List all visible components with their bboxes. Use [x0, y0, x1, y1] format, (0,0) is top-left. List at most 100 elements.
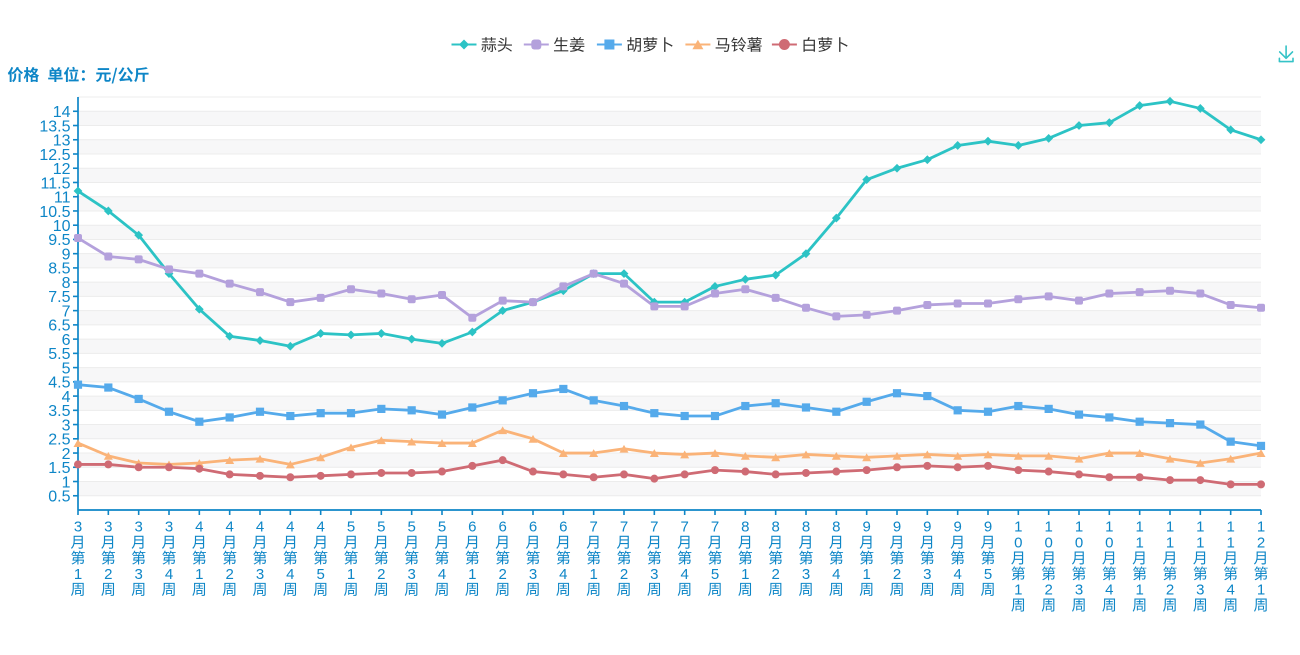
svg-text:1: 1: [347, 566, 355, 583]
svg-text:8: 8: [771, 519, 779, 536]
svg-text:1: 1: [1196, 534, 1204, 551]
svg-text:9: 9: [862, 519, 870, 536]
svg-text:5: 5: [377, 519, 385, 536]
svg-text:5: 5: [438, 519, 446, 536]
svg-text:5: 5: [711, 566, 719, 583]
svg-text:11: 11: [54, 190, 71, 207]
svg-text:11.5: 11.5: [41, 175, 71, 192]
svg-text:2: 2: [62, 446, 71, 463]
svg-text:1: 1: [1014, 582, 1022, 599]
svg-text:4: 4: [286, 519, 294, 536]
svg-text:1: 1: [1257, 519, 1265, 536]
svg-text:4: 4: [1226, 582, 1234, 599]
svg-text:6: 6: [559, 519, 567, 536]
svg-text:4: 4: [1105, 582, 1113, 599]
svg-text:0: 0: [1044, 534, 1052, 551]
svg-text:0.5: 0.5: [48, 489, 70, 506]
svg-text:1: 1: [1044, 519, 1052, 536]
svg-text:2: 2: [104, 566, 112, 583]
svg-text:3: 3: [650, 566, 658, 583]
svg-text:4: 4: [286, 566, 294, 583]
svg-text:7: 7: [680, 519, 688, 536]
svg-text:8.5: 8.5: [48, 261, 70, 278]
svg-text:1: 1: [1135, 534, 1143, 551]
svg-text:4.5: 4.5: [48, 375, 70, 392]
svg-text:4: 4: [62, 389, 71, 406]
svg-text:1.5: 1.5: [48, 460, 70, 477]
svg-text:2: 2: [1166, 582, 1174, 599]
svg-text:4: 4: [438, 566, 446, 583]
svg-text:1: 1: [195, 566, 203, 583]
svg-text:9.5: 9.5: [48, 232, 70, 249]
svg-text:3: 3: [134, 519, 142, 536]
svg-text:10: 10: [53, 218, 71, 235]
svg-text:5.5: 5.5: [48, 346, 70, 363]
svg-text:3: 3: [134, 566, 142, 583]
svg-text:4: 4: [953, 566, 961, 583]
svg-text:2: 2: [620, 566, 628, 583]
svg-text:2: 2: [225, 566, 233, 583]
svg-text:2: 2: [1257, 534, 1265, 551]
svg-text:8: 8: [741, 519, 749, 536]
svg-text:4: 4: [316, 519, 324, 536]
svg-text:4: 4: [256, 519, 264, 536]
svg-text:3: 3: [62, 417, 71, 434]
svg-text:10.5: 10.5: [39, 204, 70, 221]
svg-text:6: 6: [529, 519, 537, 536]
svg-text:3: 3: [256, 566, 264, 583]
svg-text:1: 1: [1105, 519, 1113, 536]
svg-text:3: 3: [165, 519, 173, 536]
svg-text:14: 14: [53, 104, 71, 121]
svg-text:5: 5: [62, 360, 71, 377]
svg-text:1: 1: [862, 566, 870, 583]
svg-text:3: 3: [802, 566, 810, 583]
svg-text:7.5: 7.5: [48, 289, 70, 306]
svg-text:1: 1: [1257, 582, 1265, 599]
svg-text:7: 7: [650, 519, 658, 536]
svg-text:7: 7: [62, 303, 71, 320]
svg-text:4: 4: [165, 566, 173, 583]
svg-text:3: 3: [1075, 582, 1083, 599]
svg-text:9: 9: [953, 519, 961, 536]
svg-text:0: 0: [1105, 534, 1113, 551]
svg-text:1: 1: [1196, 519, 1204, 536]
svg-text:2: 2: [377, 566, 385, 583]
svg-text:3: 3: [407, 566, 415, 583]
svg-text:4: 4: [680, 566, 688, 583]
svg-text:3: 3: [923, 566, 931, 583]
svg-text:2: 2: [893, 566, 901, 583]
svg-text:4: 4: [832, 566, 840, 583]
svg-text:3: 3: [529, 566, 537, 583]
svg-text:1: 1: [1226, 519, 1234, 536]
svg-text:3: 3: [1196, 582, 1204, 599]
svg-text:1: 1: [62, 474, 71, 491]
svg-text:5: 5: [347, 519, 355, 536]
svg-text:7: 7: [589, 519, 597, 536]
svg-text:4: 4: [559, 566, 567, 583]
svg-text:2.5: 2.5: [48, 432, 70, 449]
svg-text:1: 1: [589, 566, 597, 583]
svg-text:5: 5: [407, 519, 415, 536]
svg-text:12.5: 12.5: [39, 147, 70, 164]
svg-text:3: 3: [74, 519, 82, 536]
svg-text:2: 2: [771, 566, 779, 583]
svg-text:1: 1: [1166, 534, 1174, 551]
svg-text:7: 7: [711, 519, 719, 536]
svg-text:6: 6: [468, 519, 476, 536]
svg-text:6: 6: [498, 519, 506, 536]
svg-text:1: 1: [1014, 519, 1022, 536]
svg-text:1: 1: [1226, 534, 1234, 551]
svg-text:2: 2: [1044, 582, 1052, 599]
svg-text:3.5: 3.5: [48, 403, 70, 420]
svg-text:4: 4: [195, 519, 203, 536]
svg-text:1: 1: [1135, 519, 1143, 536]
svg-text:7: 7: [620, 519, 628, 536]
svg-text:1: 1: [74, 566, 82, 583]
svg-text:3: 3: [104, 519, 112, 536]
svg-text:13: 13: [53, 133, 71, 150]
svg-text:1: 1: [468, 566, 476, 583]
svg-text:8: 8: [802, 519, 810, 536]
svg-text:13.5: 13.5: [39, 118, 70, 135]
svg-text:2: 2: [498, 566, 506, 583]
svg-text:5: 5: [316, 566, 324, 583]
